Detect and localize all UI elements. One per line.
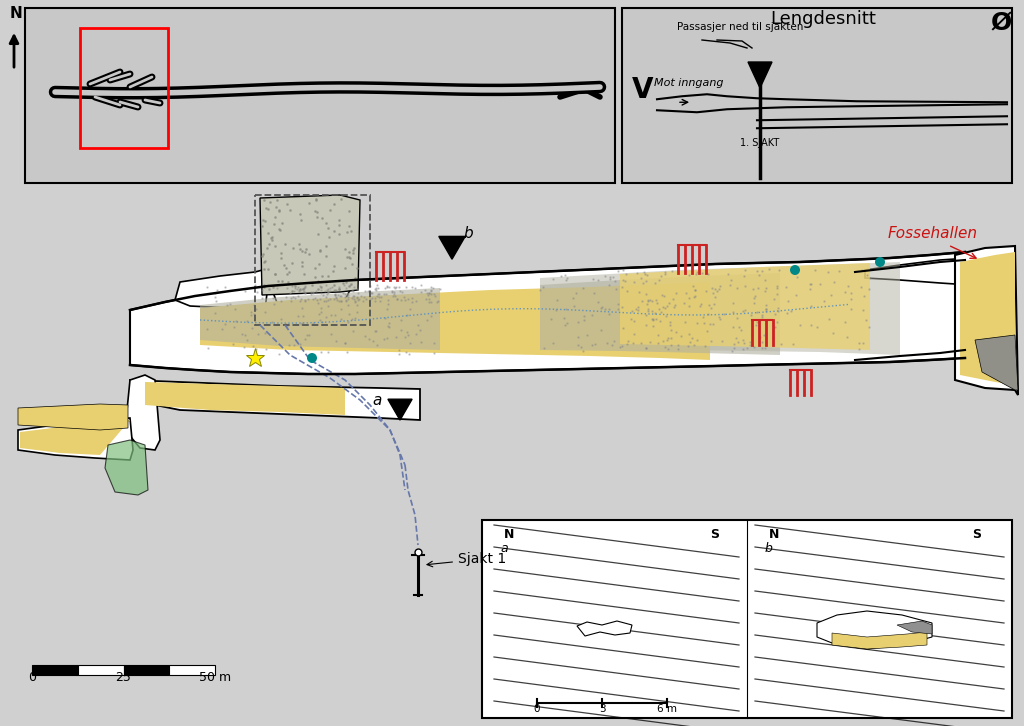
Polygon shape bbox=[200, 288, 440, 350]
Polygon shape bbox=[388, 399, 412, 420]
Text: Passasjer ned til sjakten: Passasjer ned til sjakten bbox=[677, 22, 804, 32]
Polygon shape bbox=[540, 273, 780, 355]
Bar bbox=[482, 520, 1012, 718]
Polygon shape bbox=[20, 420, 130, 455]
Text: S: S bbox=[710, 528, 719, 541]
Text: Sjakt 1: Sjakt 1 bbox=[427, 552, 506, 567]
Polygon shape bbox=[145, 382, 345, 415]
Polygon shape bbox=[865, 258, 970, 285]
Bar bbox=[78, 665, 124, 675]
Text: 0: 0 bbox=[28, 671, 36, 684]
Text: V: V bbox=[632, 76, 653, 104]
Polygon shape bbox=[130, 380, 420, 420]
Polygon shape bbox=[975, 335, 1018, 390]
Text: S: S bbox=[972, 528, 981, 541]
Polygon shape bbox=[130, 252, 965, 374]
Polygon shape bbox=[831, 632, 927, 649]
Text: Fossehallen: Fossehallen bbox=[888, 226, 978, 241]
Bar bbox=[32, 665, 78, 675]
Polygon shape bbox=[577, 621, 632, 636]
Bar bbox=[80, 28, 168, 148]
Polygon shape bbox=[260, 195, 360, 295]
Polygon shape bbox=[175, 268, 270, 310]
Polygon shape bbox=[955, 246, 1018, 395]
Polygon shape bbox=[439, 237, 465, 259]
Text: b: b bbox=[463, 226, 473, 241]
Text: 50 m: 50 m bbox=[199, 671, 231, 684]
Text: N: N bbox=[10, 6, 23, 21]
Text: 1. SJAKT: 1. SJAKT bbox=[740, 138, 779, 148]
Text: Ø: Ø bbox=[990, 11, 1012, 35]
Text: b: b bbox=[765, 542, 773, 555]
Polygon shape bbox=[620, 263, 870, 350]
Polygon shape bbox=[961, 252, 1015, 385]
Polygon shape bbox=[897, 621, 932, 634]
Circle shape bbox=[307, 353, 317, 363]
Text: 3: 3 bbox=[599, 704, 605, 714]
Text: N: N bbox=[504, 528, 514, 541]
Text: a: a bbox=[372, 393, 381, 408]
Text: Lengdesnitt: Lengdesnitt bbox=[770, 10, 877, 28]
Bar bbox=[25, 8, 615, 183]
Text: 6 m: 6 m bbox=[657, 704, 677, 714]
Polygon shape bbox=[105, 440, 148, 495]
Text: N: N bbox=[769, 528, 779, 541]
Polygon shape bbox=[270, 272, 355, 310]
Text: 25: 25 bbox=[115, 671, 131, 684]
Polygon shape bbox=[748, 62, 772, 88]
Polygon shape bbox=[18, 404, 128, 430]
Text: a: a bbox=[500, 542, 508, 555]
Bar bbox=[622, 8, 1012, 183]
Bar bbox=[124, 665, 169, 675]
Circle shape bbox=[874, 257, 885, 267]
Polygon shape bbox=[18, 418, 133, 460]
Circle shape bbox=[790, 265, 800, 275]
Bar bbox=[255, 195, 370, 325]
Polygon shape bbox=[540, 262, 900, 355]
Text: 0: 0 bbox=[534, 704, 541, 714]
Text: Mot inngang: Mot inngang bbox=[654, 78, 724, 88]
Polygon shape bbox=[200, 282, 710, 360]
Polygon shape bbox=[817, 611, 932, 649]
Bar bbox=[169, 665, 215, 675]
Polygon shape bbox=[125, 375, 160, 450]
